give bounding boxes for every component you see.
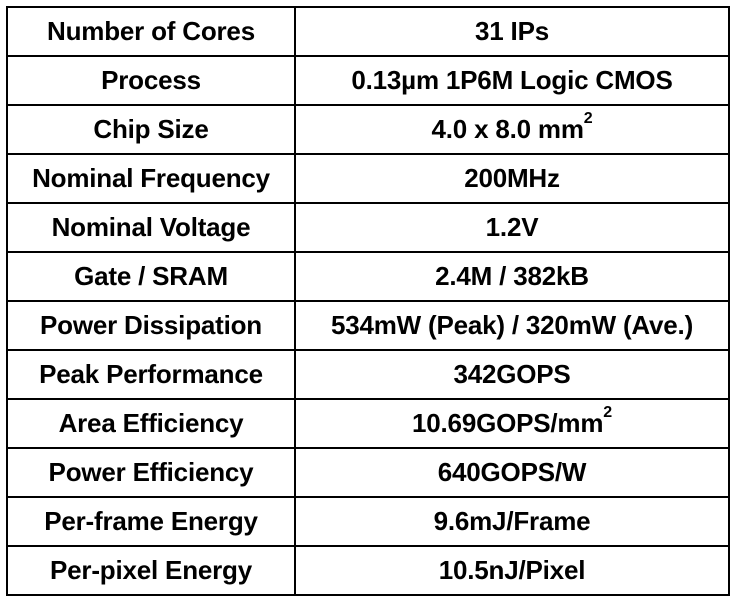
row-value: 4.0 x 8.0 mm2: [294, 104, 730, 155]
row-label: Per-frame Energy: [6, 496, 296, 547]
row-label: Per-pixel Energy: [6, 545, 296, 596]
table-row: Process 0.13µm 1P6M Logic CMOS: [6, 55, 730, 106]
row-value: 10.69GOPS/mm2: [294, 398, 730, 449]
table-row: Per-pixel Energy 10.5nJ/Pixel: [6, 545, 730, 596]
value-text: 4.0 x 8.0 mm: [431, 114, 584, 144]
row-label: Number of Cores: [6, 6, 296, 57]
row-value: 31 IPs: [294, 6, 730, 57]
spec-table: Number of Cores 31 IPs Process 0.13µm 1P…: [6, 6, 730, 596]
table-row: Chip Size 4.0 x 8.0 mm2: [6, 104, 730, 155]
value-text: 2.4M / 382kB: [435, 261, 589, 291]
value-text: 640GOPS/W: [437, 457, 587, 487]
value-text: 9.6mJ/Frame: [433, 506, 591, 536]
row-label: Gate / SRAM: [6, 251, 296, 302]
table-row: Power Efficiency 640GOPS/W: [6, 447, 730, 498]
superscript: 2: [583, 110, 593, 127]
row-value: 10.5nJ/Pixel: [294, 545, 730, 596]
row-label: Chip Size: [6, 104, 296, 155]
row-label: Peak Performance: [6, 349, 296, 400]
value-text: 342GOPS: [453, 359, 571, 389]
value-text: 534mW (Peak) / 320mW (Ave.): [330, 310, 694, 340]
value-text: 10.5nJ/Pixel: [438, 555, 586, 585]
table-row: Area Efficiency 10.69GOPS/mm2: [6, 398, 730, 449]
table-row: Nominal Voltage 1.2V: [6, 202, 730, 253]
row-label: Nominal Frequency: [6, 153, 296, 204]
table-row: Per-frame Energy 9.6mJ/Frame: [6, 496, 730, 547]
value-text: 0.13µm 1P6M Logic CMOS: [351, 65, 673, 95]
value-text: 31 IPs: [475, 16, 549, 46]
value-text: 1.2V: [485, 212, 539, 242]
row-value: 2.4M / 382kB: [294, 251, 730, 302]
row-value: 1.2V: [294, 202, 730, 253]
table-row: Power Dissipation 534mW (Peak) / 320mW (…: [6, 300, 730, 351]
row-label: Process: [6, 55, 296, 106]
row-value: 640GOPS/W: [294, 447, 730, 498]
superscript: 2: [603, 404, 612, 421]
value-text: 200MHz: [464, 163, 560, 193]
table-row: Gate / SRAM 2.4M / 382kB: [6, 251, 730, 302]
row-label: Power Dissipation: [6, 300, 296, 351]
row-value: 342GOPS: [294, 349, 730, 400]
table-row: Number of Cores 31 IPs: [6, 6, 730, 57]
row-label: Power Efficiency: [6, 447, 296, 498]
row-label: Area Efficiency: [6, 398, 296, 449]
row-value: 200MHz: [294, 153, 730, 204]
table-row: Nominal Frequency 200MHz: [6, 153, 730, 204]
row-label: Nominal Voltage: [6, 202, 296, 253]
row-value: 0.13µm 1P6M Logic CMOS: [294, 55, 730, 106]
table-row: Peak Performance 342GOPS: [6, 349, 730, 400]
row-value: 9.6mJ/Frame: [294, 496, 730, 547]
row-value: 534mW (Peak) / 320mW (Ave.): [294, 300, 730, 351]
value-text: 10.69GOPS/mm: [412, 408, 604, 438]
